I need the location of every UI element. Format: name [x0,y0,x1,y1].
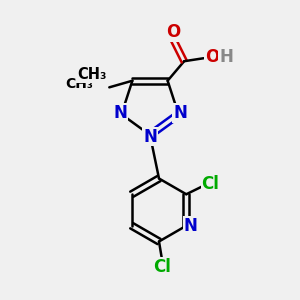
Text: N: N [184,217,198,235]
Text: N: N [173,104,187,122]
Text: H: H [219,48,233,66]
Text: Cl: Cl [201,175,219,193]
Text: OH: OH [205,48,233,66]
Text: CH₃: CH₃ [65,77,93,91]
Text: O: O [167,23,181,41]
Text: N: N [113,104,127,122]
Text: O: O [205,48,219,66]
Text: Cl: Cl [153,258,171,276]
Text: N: N [143,128,157,146]
Text: CH₃: CH₃ [77,67,106,82]
